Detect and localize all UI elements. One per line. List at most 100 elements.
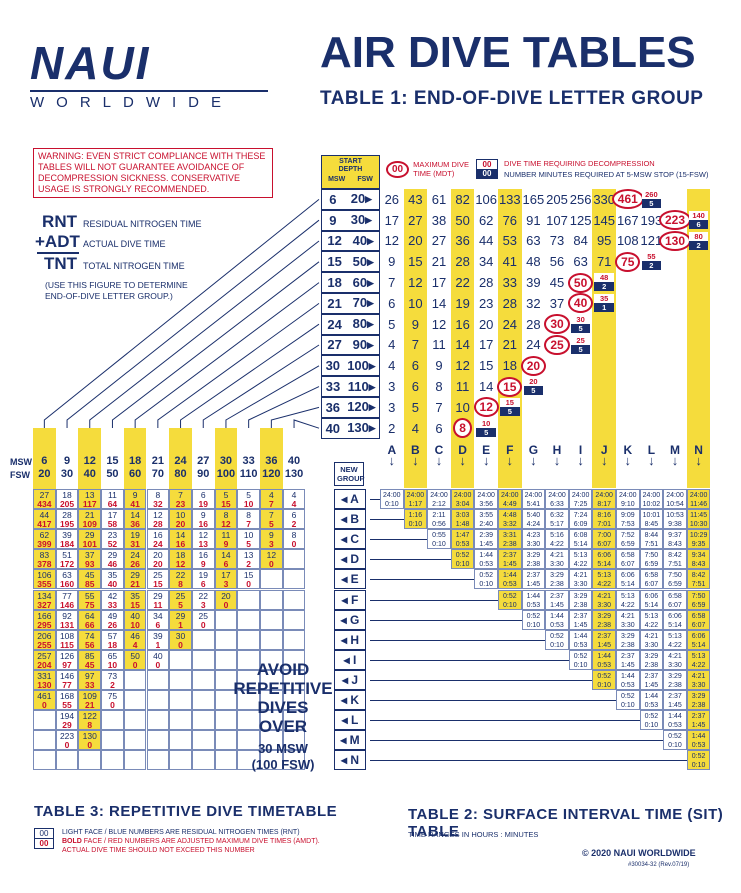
table1-deco-cell: 55 2 [641,252,662,271]
legend-sample-bottom: 00 [35,838,53,848]
table1-time-cell: 53 [502,233,518,249]
table1-group-l: L ↓ [647,442,656,468]
table2-title: TABLE 2: SURFACE INTERVAL TIME (SIT) TAB… [408,806,724,840]
depth-msw: 30 [325,358,341,374]
table1-time-cell: 36 [455,233,470,249]
avoid-line1: AVOID [256,660,310,679]
depth-fsw: 50▸ [352,253,374,269]
table2-cell: 3:29 2:38 [686,690,711,711]
table1-time-cell: 6 [411,358,419,374]
depth-fsw: 100▸ [347,357,376,373]
table3-cell [169,669,192,690]
leader-line [89,240,320,428]
table3-cell: 29 11 [146,589,170,610]
table1-group-c: C ↓ [434,442,444,468]
table3-cell: 28 195 [55,509,79,530]
leader-line [225,365,320,428]
avoid-box: AVOID REPETITIVE DIVES OVER 30 MSW (100 … [233,660,333,773]
table3-cell: 44 417 [33,509,56,530]
table3-depth-header: 24 80 [169,428,192,489]
table3-cell [33,750,56,771]
table2-cell: 5:13 4:22 [592,569,616,590]
table2-cell: 0:52 0:10 [663,730,687,751]
table1-group-m: M ↓ [669,442,680,468]
new-group-l: ◂ L [334,710,366,731]
table3-cell [260,750,283,771]
table2-cell: 6:58 6:07 [686,609,711,630]
table3-cell: 23 52 [101,529,124,550]
table3-cell: 25 0 [191,609,215,630]
table3-cell [260,669,283,690]
new-group-b: ◂ B [334,509,366,530]
new-group-c: ◂ C [334,529,366,550]
table1-time-cell: 21 [431,254,447,270]
table3-depth-header: 36 120 [260,428,283,489]
table2-cell: 1:44 0:53 [521,589,546,610]
table3-cell: 55 75 [78,589,102,610]
table2-cell: 5:13 4:22 [616,589,640,610]
table1-time-cell: 11 [455,379,470,395]
table1-yellow-column [592,189,616,439]
table2-cell: 6:32 5:17 [545,509,569,530]
leader-line [202,344,320,428]
page-subtitle: TABLE 1: END-OF-DIVE LETTER GROUP [320,88,704,109]
table1-time-cell: 56 [549,254,565,270]
table3-cell: 331 130 [33,669,56,690]
table2-cell: 0:52 0:10 [639,710,664,731]
table3-cell [191,649,215,670]
table3-cell [260,730,283,751]
table2-cell: 2:37 1:45 [498,549,522,570]
table3-cell [260,589,283,610]
table2-cell: 0:52 0:10 [498,589,522,610]
table3-depth-header: 12 40 [78,428,102,489]
table2-cell: 7:52 6:59 [616,529,640,550]
table3-cell: 18 12 [169,549,192,570]
table1-time-cell: 330 [593,191,616,207]
table3-cell: 20 20 [146,549,170,570]
table2-cell: 6:58 6:07 [639,569,664,590]
table1-time-cell: 28 [478,275,494,291]
table3-cell: 168 55 [55,690,79,711]
table2-cell: 5:40 4:24 [521,509,546,530]
table1-group-a: A ↓ [387,442,397,468]
table1-time-cell: 256 [569,191,592,207]
logo-brand: NAUI [30,37,151,89]
table3-cell: 27 434 [33,489,56,510]
table2-cell: 0:52 0:10 [568,649,593,670]
table2-cell: 11:45 10:30 [686,509,711,530]
table3-cell: 19 31 [123,529,147,550]
table1-time-cell: 41 [502,254,518,270]
table3-cell: 130 0 [78,730,102,751]
table1-time-cell: 7 [435,399,443,415]
table3-cell [237,589,260,610]
table2-cell: 6:06 5:14 [616,569,640,590]
table3-cell: 166 295 [33,609,56,630]
table2-cell: 7:24 6:09 [568,509,593,530]
table3-cell [282,569,306,590]
table2-cell: 1:44 0:53 [639,690,664,711]
table3-cell: 12 13 [191,529,215,550]
table1-deco-cell: 260 5 [641,190,662,209]
table1-time-cell: 108 [616,233,639,249]
table1-time-cell: 8 [451,418,475,439]
table3-cell [282,730,306,751]
table3-cell: 20 0 [214,589,238,610]
table3-cell: 49 26 [101,609,124,630]
table3-cell: 34 6 [146,609,170,630]
table1-deco-cell: 35 1 [594,294,614,313]
table3-cell [214,649,238,670]
table2-cell: 3:29 2:38 [616,629,640,650]
table3-cell [101,710,124,731]
table3-msw-label: MSW [10,457,32,467]
table3-cell [282,609,306,630]
table3-cell: 6 19 [191,489,215,510]
new-group-n: ◂ N [334,750,366,771]
table2-cell: 24:00 3:56 [474,489,498,510]
table1-time-cell: 12 [384,233,400,249]
table1-deco-cell: 48 2 [594,273,614,292]
table2-row-arrow [370,539,428,541]
table2-cell: 0:52 0:10 [545,629,569,650]
depth-fsw: 130▸ [347,420,376,436]
page-title: AIR DIVE TABLES [320,28,696,77]
table3-depth-header: 33 110 [239,455,258,480]
